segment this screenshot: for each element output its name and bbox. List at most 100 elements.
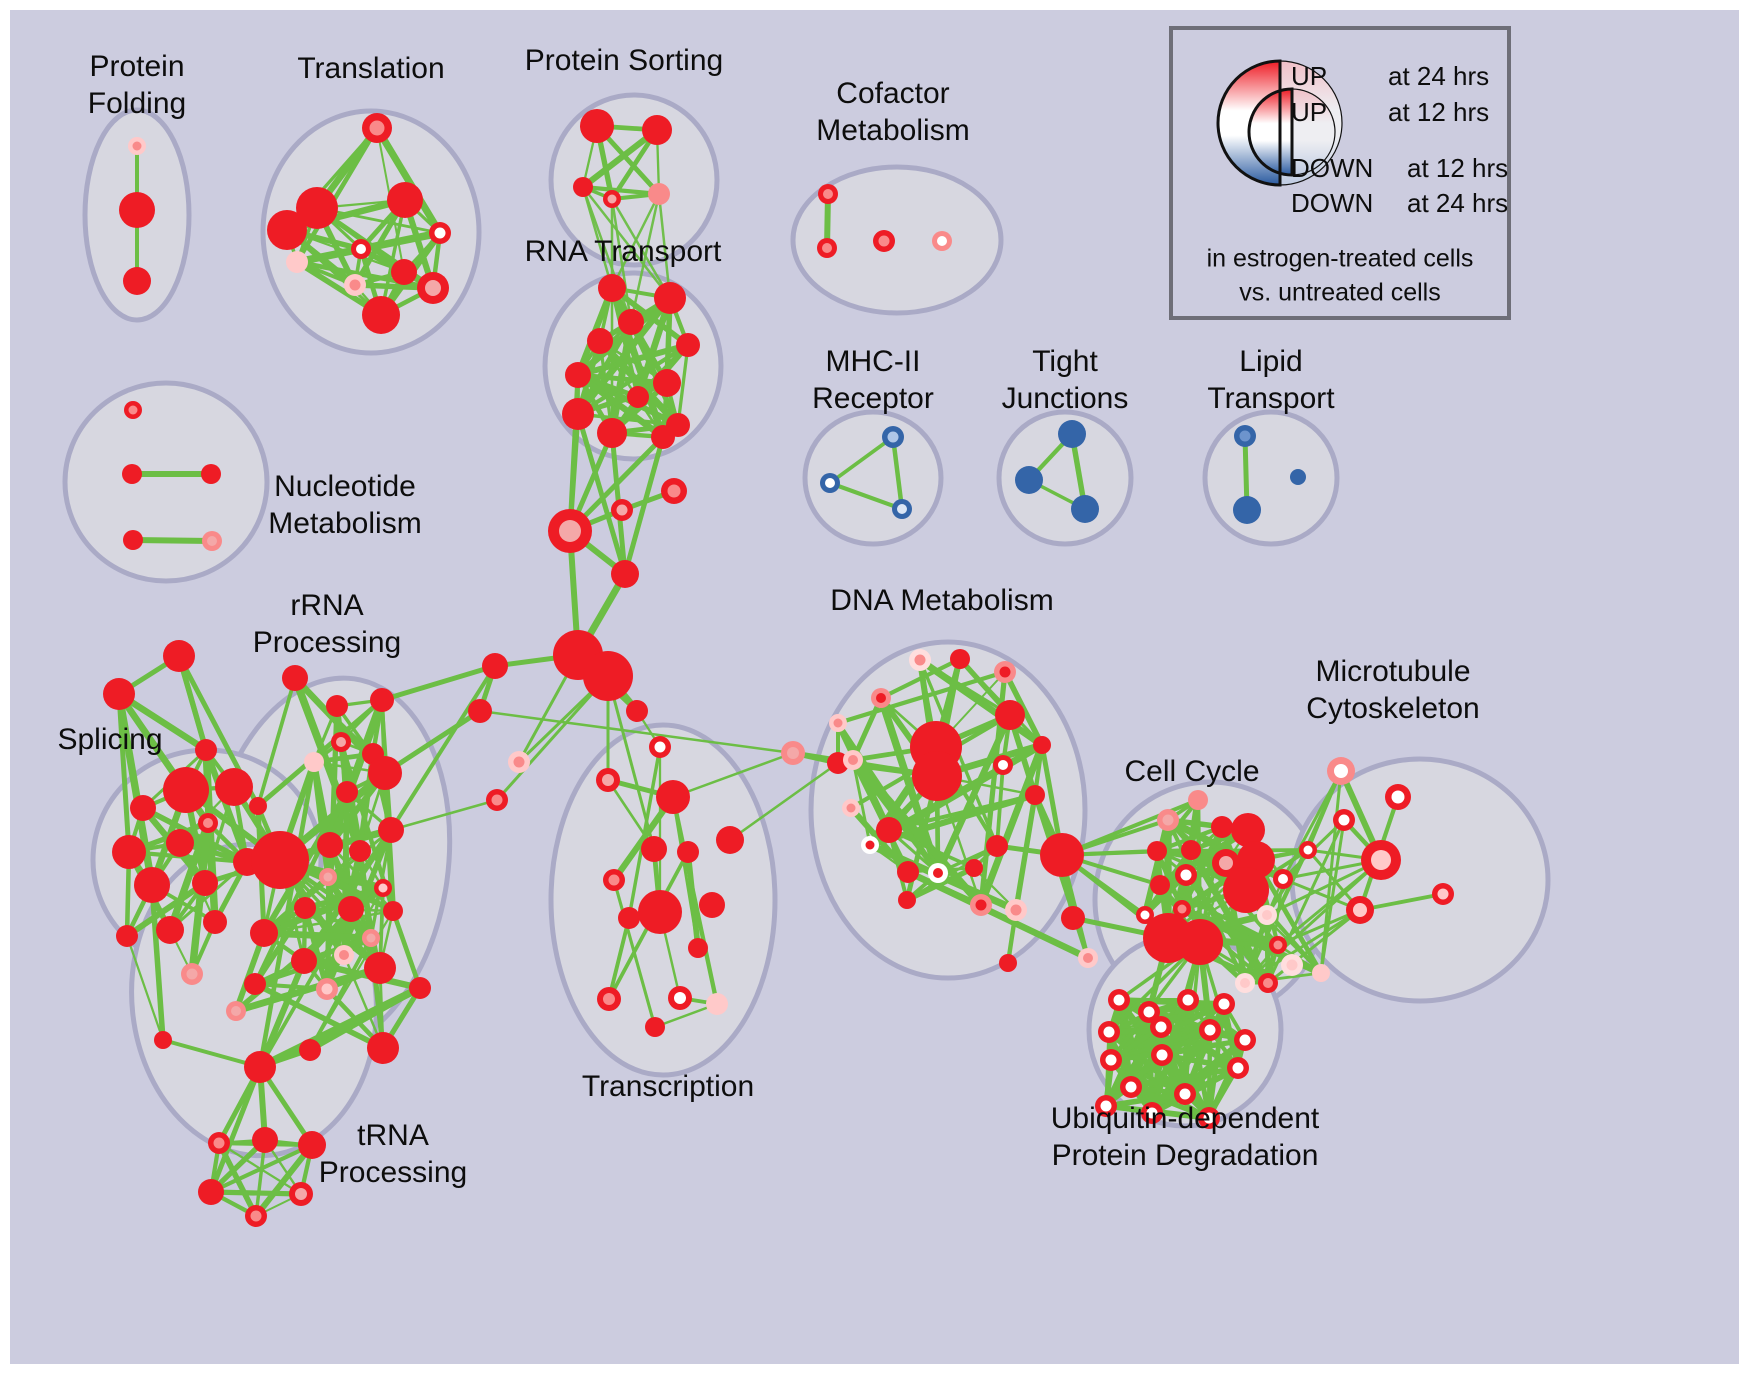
network-node[interactable]	[654, 282, 686, 314]
network-node[interactable]	[252, 1127, 278, 1153]
network-node[interactable]	[596, 768, 620, 792]
network-node[interactable]	[1227, 1057, 1249, 1079]
network-node[interactable]	[1078, 948, 1098, 968]
network-node[interactable]	[597, 987, 621, 1011]
network-node[interactable]	[573, 177, 593, 197]
network-node[interactable]	[289, 1182, 313, 1206]
network-node[interactable]	[334, 945, 354, 965]
network-node[interactable]	[244, 973, 266, 995]
network-node[interactable]	[580, 109, 614, 143]
network-node[interactable]	[876, 817, 902, 843]
network-node[interactable]	[203, 910, 227, 934]
network-node[interactable]	[993, 755, 1013, 775]
network-node[interactable]	[618, 309, 644, 335]
network-node[interactable]	[668, 986, 692, 1010]
network-node[interactable]	[651, 425, 675, 449]
network-node[interactable]	[368, 756, 402, 790]
network-node[interactable]	[202, 531, 222, 551]
network-node[interactable]	[331, 732, 351, 752]
network-node[interactable]	[1138, 1001, 1160, 1023]
network-node[interactable]	[587, 328, 613, 354]
network-node[interactable]	[1223, 867, 1269, 913]
network-node[interactable]	[122, 464, 142, 484]
network-node[interactable]	[417, 272, 449, 304]
network-node[interactable]	[134, 867, 170, 903]
network-node[interactable]	[970, 894, 992, 916]
network-node[interactable]	[286, 251, 308, 273]
network-node[interactable]	[583, 651, 633, 701]
network-node[interactable]	[1327, 757, 1355, 785]
network-node[interactable]	[387, 182, 423, 218]
network-node[interactable]	[304, 752, 324, 772]
network-node[interactable]	[215, 768, 253, 806]
network-node[interactable]	[374, 879, 392, 897]
network-node[interactable]	[1234, 425, 1256, 447]
network-node[interactable]	[364, 952, 396, 984]
network-node[interactable]	[508, 751, 530, 773]
network-node[interactable]	[156, 916, 184, 944]
network-node[interactable]	[1181, 840, 1201, 860]
network-node[interactable]	[1333, 809, 1355, 831]
network-node[interactable]	[603, 869, 625, 891]
network-node[interactable]	[486, 789, 508, 811]
network-node[interactable]	[1257, 905, 1277, 925]
network-node[interactable]	[932, 231, 952, 251]
network-node[interactable]	[677, 841, 699, 863]
network-node[interactable]	[912, 751, 962, 801]
network-node[interactable]	[1198, 1107, 1220, 1129]
network-node[interactable]	[226, 1001, 246, 1021]
network-node[interactable]	[999, 954, 1017, 972]
network-node[interactable]	[1120, 1076, 1142, 1098]
network-node[interactable]	[154, 1031, 172, 1049]
network-node[interactable]	[1100, 1049, 1122, 1071]
network-node[interactable]	[661, 478, 687, 504]
network-node[interactable]	[1136, 906, 1154, 924]
network-node[interactable]	[378, 817, 404, 843]
network-node[interactable]	[653, 369, 681, 397]
network-node[interactable]	[1157, 809, 1179, 831]
network-node[interactable]	[965, 859, 983, 877]
network-node[interactable]	[1233, 496, 1261, 524]
network-node[interactable]	[103, 678, 135, 710]
network-node[interactable]	[598, 274, 626, 302]
network-node[interactable]	[351, 239, 371, 259]
network-node[interactable]	[1095, 1095, 1117, 1117]
network-node[interactable]	[296, 187, 338, 229]
network-node[interactable]	[195, 739, 217, 761]
network-node[interactable]	[317, 832, 343, 858]
network-node[interactable]	[181, 963, 203, 985]
network-node[interactable]	[603, 190, 621, 208]
network-node[interactable]	[1269, 936, 1287, 954]
network-node[interactable]	[123, 530, 143, 550]
network-node[interactable]	[649, 736, 671, 758]
network-node[interactable]	[316, 978, 338, 1000]
network-node[interactable]	[898, 891, 916, 909]
network-node[interactable]	[367, 1032, 399, 1064]
network-node[interactable]	[994, 661, 1016, 683]
network-node[interactable]	[986, 835, 1008, 857]
network-node[interactable]	[1235, 973, 1255, 993]
network-node[interactable]	[409, 977, 431, 999]
network-node[interactable]	[1290, 469, 1306, 485]
network-node[interactable]	[250, 919, 278, 947]
network-node[interactable]	[820, 473, 840, 493]
network-node[interactable]	[1361, 840, 1401, 880]
network-node[interactable]	[208, 1132, 230, 1154]
network-node[interactable]	[267, 210, 307, 250]
network-node[interactable]	[648, 183, 670, 205]
network-node[interactable]	[112, 835, 146, 869]
network-node[interactable]	[656, 780, 690, 814]
network-node[interactable]	[548, 509, 592, 553]
network-node[interactable]	[1033, 736, 1051, 754]
network-node[interactable]	[201, 464, 221, 484]
network-node[interactable]	[192, 870, 218, 896]
network-node[interactable]	[861, 836, 879, 854]
network-node[interactable]	[1150, 875, 1170, 895]
network-node[interactable]	[336, 781, 358, 803]
network-node[interactable]	[716, 826, 744, 854]
network-node[interactable]	[1213, 993, 1235, 1015]
network-node[interactable]	[244, 1051, 276, 1083]
network-node[interactable]	[338, 896, 364, 922]
network-node[interactable]	[468, 699, 492, 723]
network-node[interactable]	[1273, 869, 1293, 889]
